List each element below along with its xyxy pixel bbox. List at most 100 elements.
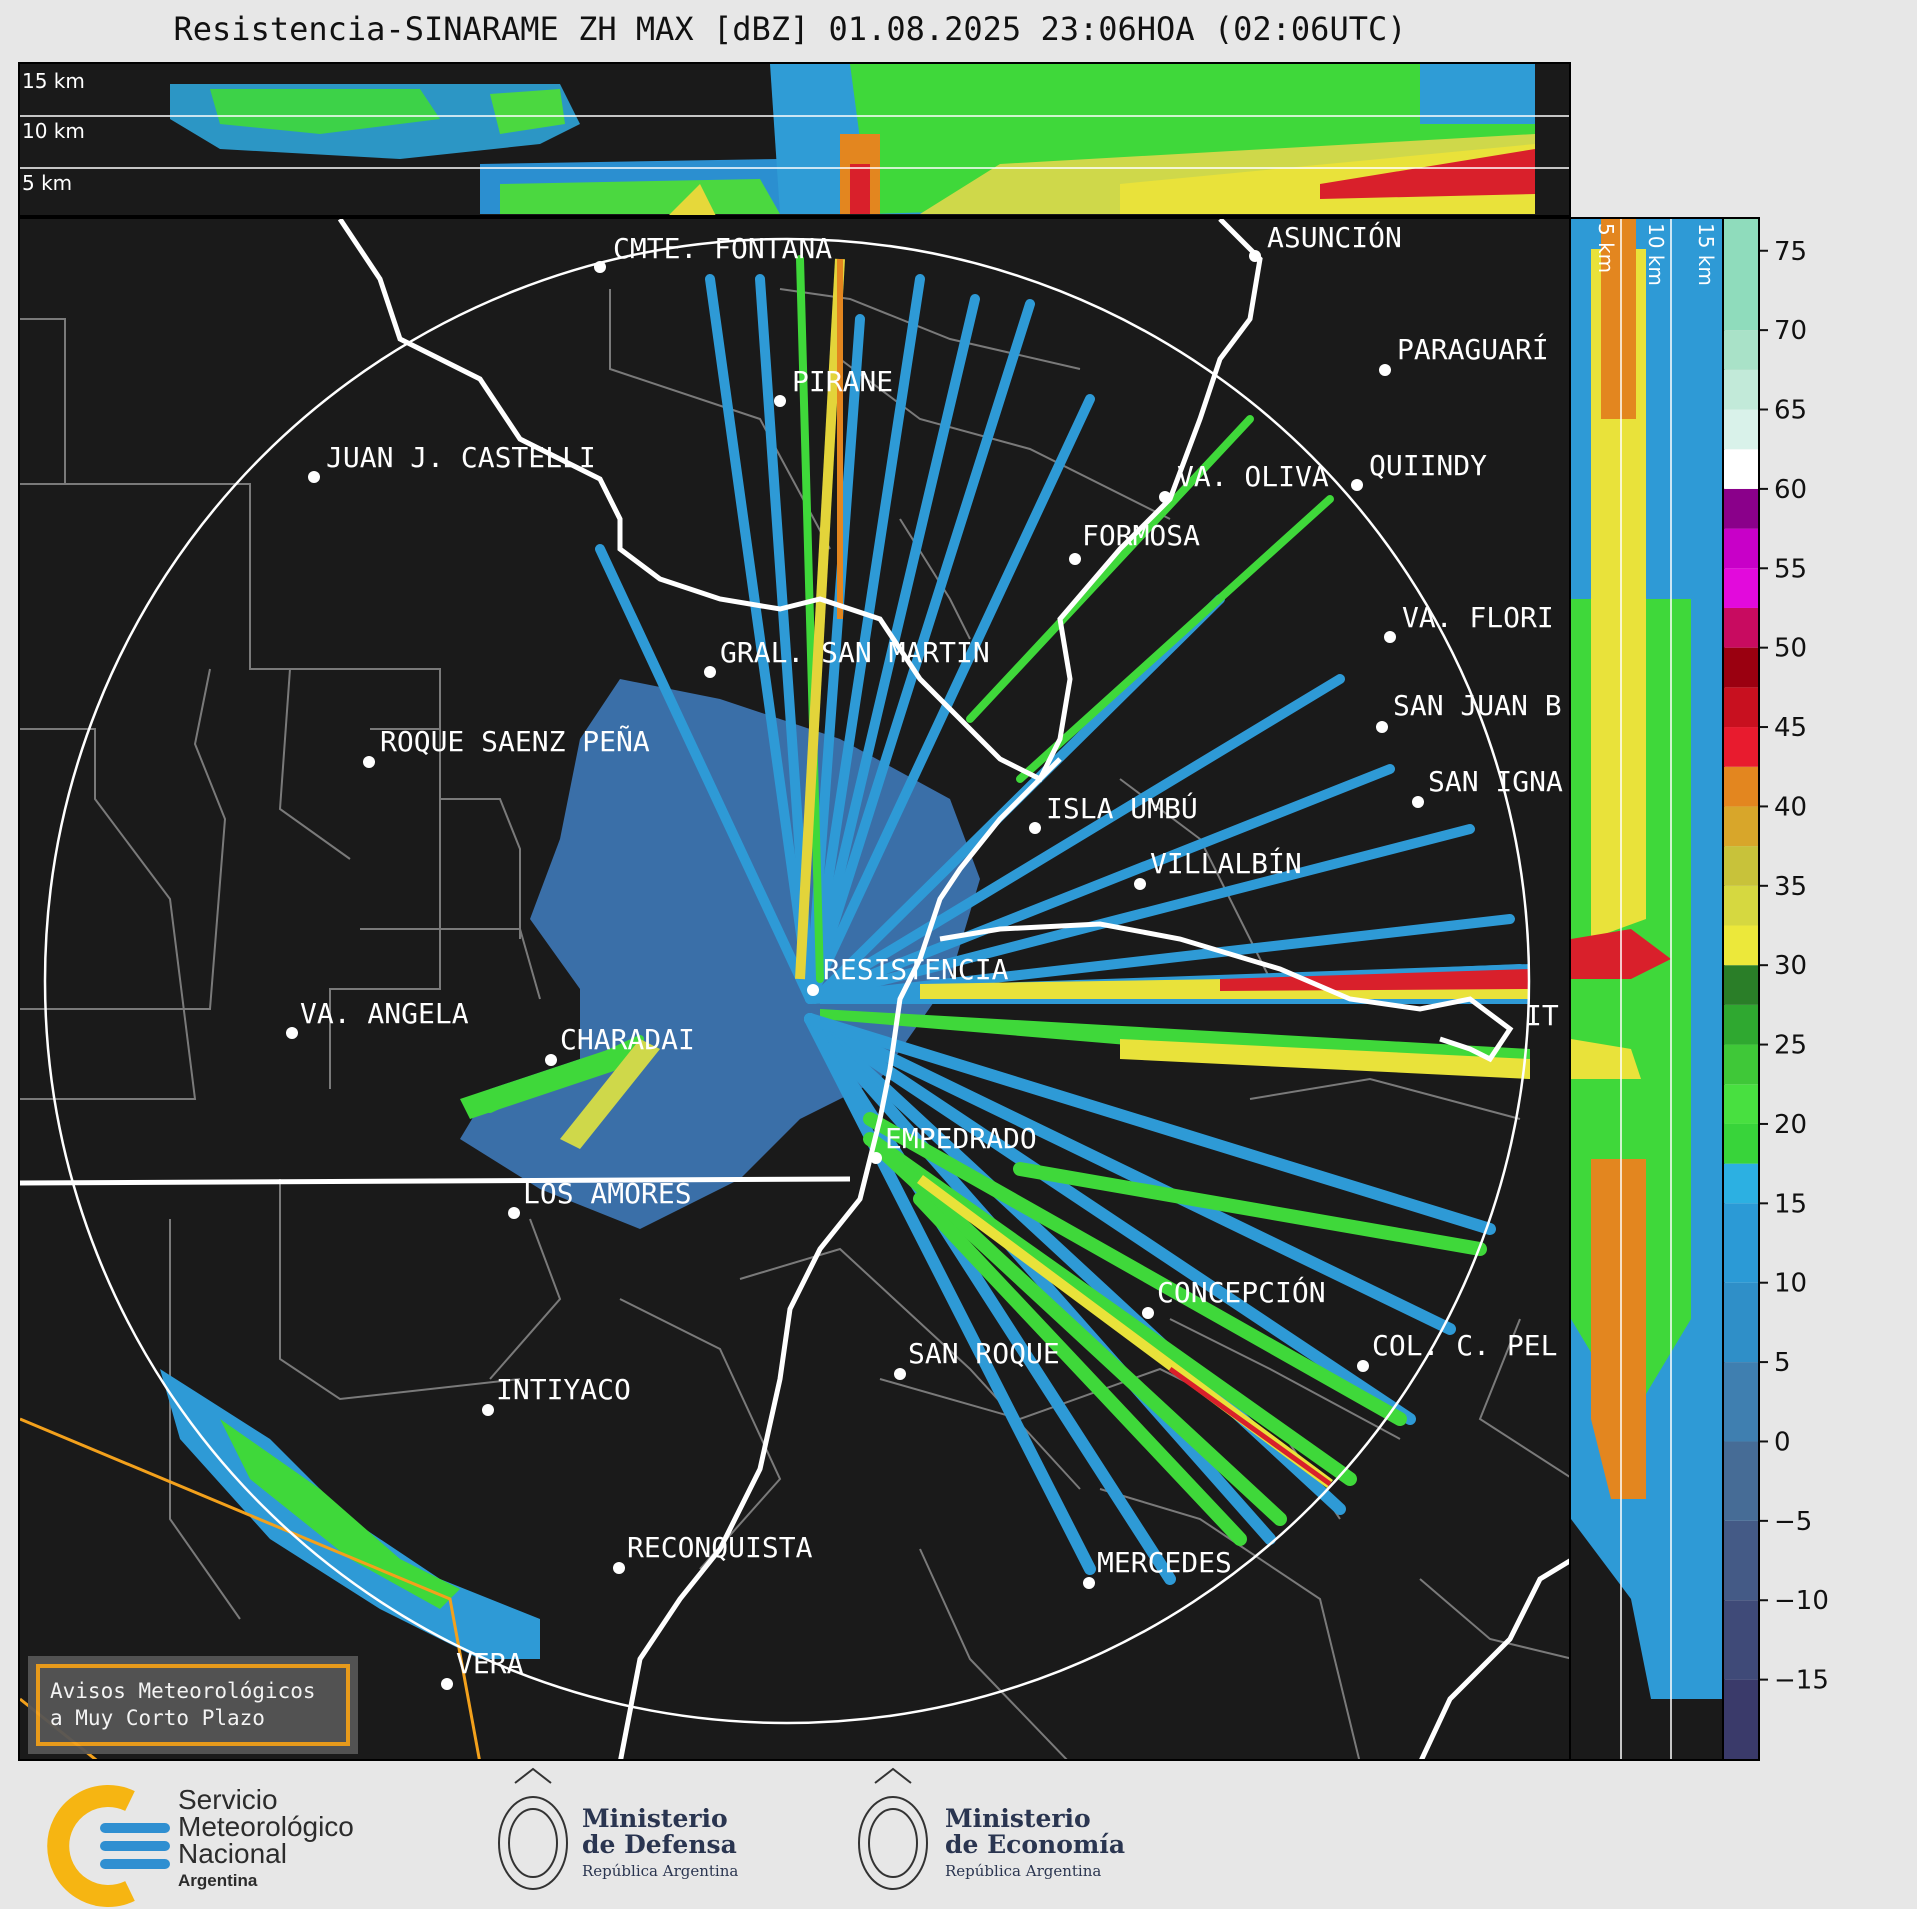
- side-cross-section-plot: 5 km 10 km 15 km: [1571, 219, 1723, 1759]
- colorbar-tick-label: 50: [1774, 634, 1807, 664]
- colorbar-band: [1724, 1044, 1758, 1085]
- city-label-cmte-fontana: CMTE. FONTANA: [613, 232, 832, 265]
- colorbar-band: [1724, 1163, 1758, 1204]
- city-marker-va-angela: [286, 1027, 298, 1039]
- colorbar-band: [1724, 766, 1758, 807]
- colorbar-band: [1724, 1679, 1758, 1759]
- colorbar-band: [1724, 1004, 1758, 1045]
- city-label-san-juan-b: SAN JUAN B: [1393, 689, 1562, 722]
- city-marker-cmte-fontana: [594, 261, 606, 273]
- side-altitude-10km: 10 km: [1644, 223, 1668, 286]
- city-marker-intiyaco: [482, 1404, 494, 1416]
- rivers-borders: [20, 219, 1569, 1759]
- radar-map-panel: CMTE. FONTANA ASUNCIÓN PIRANE PARAGUARÍ …: [18, 217, 1571, 1761]
- city-label-charadai: CHARADAI: [560, 1023, 695, 1056]
- colorbar-tick-label: 35: [1774, 872, 1807, 902]
- colorbar-band: [1724, 965, 1758, 1005]
- city-label-mercedes: MERCEDES: [1097, 1546, 1232, 1579]
- city-label-empedrado: EMPEDRADO: [885, 1122, 1037, 1155]
- colorbar-band: [1724, 369, 1758, 410]
- city-marker-resistencia: [807, 984, 819, 996]
- colorbar-tick-label: 65: [1774, 396, 1807, 426]
- city-label-reconquista: RECONQUISTA: [627, 1531, 813, 1564]
- city-marker-vera: [441, 1678, 453, 1690]
- city-label-resistencia: RESISTENCIA: [823, 953, 1009, 986]
- city-marker-mercedes: [1083, 1577, 1095, 1589]
- colorbar-band: [1724, 409, 1758, 450]
- defensa-shield-icon: [498, 1767, 568, 1890]
- economia-logo-text: Ministerio de Economía República Argenti…: [945, 1804, 1126, 1881]
- top-cross-section-panel: 15 km 10 km 5 km: [18, 62, 1571, 217]
- map-title: Resistencia-SINARAME ZH MAX [dBZ] 01.08.…: [173, 10, 1407, 48]
- city-marker-pirane: [774, 395, 786, 407]
- range-ring: [43, 237, 1531, 1725]
- colorbar-band: [1724, 846, 1758, 886]
- city-marker-empedrado: [870, 1152, 882, 1164]
- avisos-box[interactable]: Avisos Meteorológicos a Muy Corto Plazo: [28, 1656, 358, 1754]
- colorbar-tick-label: 45: [1774, 713, 1807, 743]
- colorbar-band: [1724, 219, 1758, 331]
- colorbar-tick-label: 40: [1774, 792, 1807, 822]
- colorbar-band: [1724, 1441, 1758, 1521]
- colorbar-band: [1724, 1520, 1758, 1601]
- colorbar-tick-label: 75: [1774, 237, 1807, 267]
- city-marker-charadai: [545, 1054, 557, 1066]
- city-marker-asuncion: [1249, 250, 1261, 262]
- colorbar-band: [1724, 1600, 1758, 1680]
- city-markers: [286, 250, 1424, 1690]
- top-echo-shapes: [170, 64, 1535, 215]
- colorbar-band: [1724, 1362, 1758, 1442]
- colorbar-band: [1724, 1084, 1758, 1124]
- colorbar-tick-label: 10: [1774, 1269, 1807, 1299]
- colorbar-band: [1724, 1203, 1758, 1283]
- side-altitude-15km: 15 km: [1694, 223, 1718, 286]
- colorbar-band: [1724, 687, 1758, 728]
- city-marker-isla-umbu: [1029, 822, 1041, 834]
- city-marker-villalbin: [1134, 878, 1146, 890]
- city-label-it: IT: [1525, 999, 1559, 1032]
- city-marker-col-c-pel: [1357, 1360, 1369, 1372]
- city-marker-san-roque: [894, 1368, 906, 1380]
- city-labels: CMTE. FONTANA ASUNCIÓN PIRANE PARAGUARÍ …: [300, 220, 1563, 1680]
- colorbar-tick-label: 70: [1774, 316, 1807, 346]
- colorbar-band: [1724, 806, 1758, 847]
- smn-logo-icon: [47, 1785, 170, 1907]
- footer-logos: [0, 1761, 1917, 1909]
- city-marker-va-flori: [1384, 631, 1396, 643]
- city-label-villalbin: VILLALBÍN: [1150, 846, 1302, 880]
- colorbar-tick-label: 0: [1774, 1427, 1791, 1457]
- colorbar-tick-label: −15: [1774, 1666, 1829, 1696]
- city-marker-los-amores: [508, 1207, 520, 1219]
- top-altitude-10km: 10 km: [22, 119, 85, 143]
- city-label-formosa: FORMOSA: [1082, 519, 1200, 552]
- city-marker-roque-saenz-pena: [363, 756, 375, 768]
- colorbar-band: [1724, 1282, 1758, 1363]
- defensa-logo-text: Ministerio de Defensa República Argentin…: [582, 1804, 739, 1881]
- city-label-gral-san-martin: GRAL. SAN MARTIN: [720, 636, 990, 669]
- avisos-line-1: Avisos Meteorológicos: [50, 1679, 316, 1703]
- side-cross-section-panel: 5 km 10 km 15 km: [1569, 217, 1725, 1761]
- city-marker-juan-j-castelli: [308, 471, 320, 483]
- city-marker-gral-san-martin: [704, 666, 716, 678]
- top-altitude-5km: 5 km: [22, 171, 72, 195]
- avisos-line-2: a Muy Corto Plazo: [50, 1706, 265, 1730]
- city-marker-formosa: [1069, 553, 1081, 565]
- city-label-san-roque: SAN ROQUE: [908, 1337, 1060, 1370]
- colorbar-band: [1724, 607, 1758, 648]
- colorbar-band: [1724, 885, 1758, 926]
- radar-map-svg: CMTE. FONTANA ASUNCIÓN PIRANE PARAGUARÍ …: [20, 219, 1569, 1759]
- colorbar-band: [1724, 449, 1758, 489]
- colorbar-band: [1724, 647, 1758, 688]
- colorbar-band: [1724, 528, 1758, 569]
- city-label-quiindy: QUIINDY: [1369, 449, 1487, 482]
- colorbar-band: [1724, 925, 1758, 966]
- side-altitude-5km: 5 km: [1594, 223, 1618, 273]
- colorbar-tick-label: −5: [1774, 1507, 1812, 1537]
- city-marker-san-juan-b: [1376, 721, 1388, 733]
- city-label-isla-umbu: ISLA UMBÚ: [1046, 791, 1198, 825]
- city-label-paraguari: PARAGUARÍ: [1397, 332, 1549, 366]
- top-cross-section-plot: 15 km 10 km 5 km: [20, 64, 1569, 215]
- city-label-los-amores: LOS AMORES: [523, 1177, 692, 1210]
- colorbar-tick-label: 60: [1774, 475, 1807, 505]
- city-label-pirane: PIRANE: [792, 365, 893, 398]
